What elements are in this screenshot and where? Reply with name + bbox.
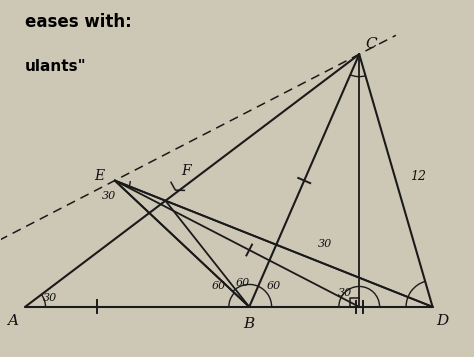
Text: B: B	[244, 317, 255, 331]
Text: 60: 60	[266, 281, 281, 291]
Text: D: D	[437, 314, 449, 328]
Text: 30: 30	[318, 239, 332, 249]
Text: 60: 60	[236, 278, 250, 288]
Text: A: A	[8, 314, 18, 328]
Text: ulants": ulants"	[25, 59, 87, 74]
Text: E: E	[94, 170, 104, 183]
Text: eases with:: eases with:	[25, 12, 132, 31]
Text: 30: 30	[101, 191, 116, 201]
Text: 30: 30	[338, 288, 352, 298]
Text: F: F	[181, 164, 191, 178]
Text: C: C	[365, 37, 377, 51]
Text: 60: 60	[211, 281, 226, 291]
Text: 30: 30	[43, 293, 57, 303]
Text: 12: 12	[410, 170, 426, 183]
